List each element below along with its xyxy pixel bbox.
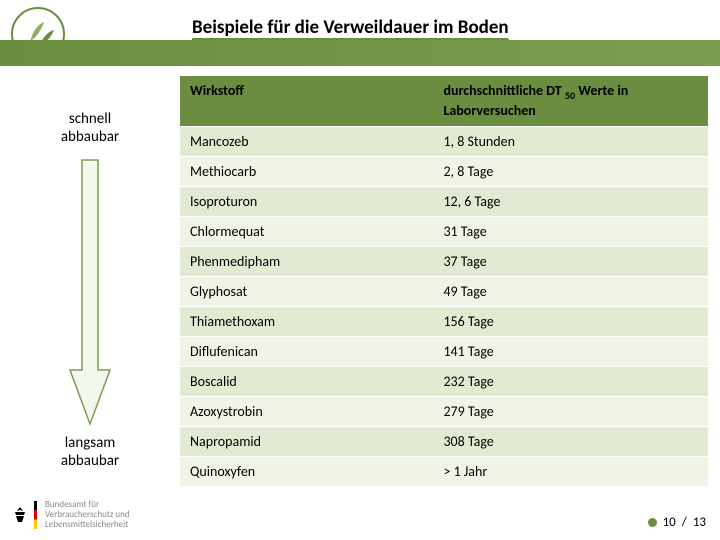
- table-row: Azoxystrobin279 Tage: [180, 396, 708, 426]
- bullet-icon: [648, 518, 657, 527]
- title-band: [0, 40, 720, 66]
- cell-wirkstoff: Thiamethoxam: [180, 306, 433, 336]
- table-row: Napropamid308 Tage: [180, 426, 708, 456]
- table-row: Quinoxyfen> 1 Jahr: [180, 456, 708, 486]
- page-number: 10 / 13: [648, 515, 706, 530]
- cell-wert: 232 Tage: [433, 366, 708, 396]
- table-row: Boscalid232 Tage: [180, 366, 708, 396]
- footer-logo: Bundesamt für Verbraucherschutz und Lebe…: [12, 500, 130, 530]
- cell-wirkstoff: Quinoxyfen: [180, 456, 433, 486]
- page-current: 10: [663, 515, 676, 530]
- table-row: Methiocarb2, 8 Tage: [180, 156, 708, 186]
- table-row: Glyphosat49 Tage: [180, 276, 708, 306]
- label-slow-l2: abbaubar: [61, 452, 119, 470]
- label-fast-l1: schnell: [69, 110, 111, 128]
- cell-wirkstoff: Boscalid: [180, 366, 433, 396]
- dt50-table: Wirkstoff durchschnittliche DT 50 Werte …: [180, 76, 708, 487]
- col-header-dt50: durchschnittliche DT 50 Werte in Laborve…: [433, 76, 708, 126]
- cell-wert: 31 Tage: [433, 216, 708, 246]
- label-fast-l2: abbaubar: [61, 128, 119, 146]
- cell-wirkstoff: Napropamid: [180, 426, 433, 456]
- page-total: 13: [693, 515, 706, 530]
- cell-wert: 37 Tage: [433, 246, 708, 276]
- cell-wirkstoff: Diflufenican: [180, 336, 433, 366]
- dt50-pre: durchschnittliche DT: [443, 82, 561, 99]
- eagle-icon: [12, 506, 28, 524]
- cell-wirkstoff: Phenmedipham: [180, 246, 433, 276]
- cell-wert: > 1 Jahr: [433, 456, 708, 486]
- cell-wert: 12, 6 Tage: [433, 186, 708, 216]
- table-row: Mancozeb1, 8 Stunden: [180, 126, 708, 156]
- cell-wirkstoff: Mancozeb: [180, 126, 433, 156]
- cell-wert: 308 Tage: [433, 426, 708, 456]
- table-row: Diflufenican141 Tage: [180, 336, 708, 366]
- cell-wert: 49 Tage: [433, 276, 708, 306]
- label-slow-l1: langsam: [65, 434, 116, 452]
- page-title: Beispiele für die Verweildauer im Boden: [192, 16, 517, 39]
- cell-wirkstoff: Azoxystrobin: [180, 396, 433, 426]
- cell-wert: 141 Tage: [433, 336, 708, 366]
- flag-icon: [34, 501, 37, 529]
- dt50-sub: 50: [565, 89, 575, 102]
- table-row: Phenmedipham37 Tage: [180, 246, 708, 276]
- page-sep: /: [682, 515, 687, 530]
- cell-wert: 1, 8 Stunden: [433, 126, 708, 156]
- label-slow: langsam abbaubar: [61, 434, 119, 470]
- cell-wert: 2, 8 Tage: [433, 156, 708, 186]
- table-row: Thiamethoxam156 Tage: [180, 306, 708, 336]
- footer-l3: Lebensmittelsicherheit: [45, 519, 128, 530]
- cell-wirkstoff: Chlormequat: [180, 216, 433, 246]
- label-fast: schnell abbaubar: [61, 110, 119, 146]
- degradation-scale: schnell abbaubar langsam abbaubar: [10, 100, 170, 470]
- cell-wirkstoff: Methiocarb: [180, 156, 433, 186]
- footer-text: Bundesamt für Verbraucherschutz und Lebe…: [45, 500, 130, 530]
- table-row: Isoproturon12, 6 Tage: [180, 186, 708, 216]
- arrow-down-icon: [68, 158, 112, 426]
- col-header-wirkstoff: Wirkstoff: [180, 76, 433, 126]
- cell-wirkstoff: Isoproturon: [180, 186, 433, 216]
- table-row: Chlormequat31 Tage: [180, 216, 708, 246]
- cell-wert: 279 Tage: [433, 396, 708, 426]
- cell-wirkstoff: Glyphosat: [180, 276, 433, 306]
- cell-wert: 156 Tage: [433, 306, 708, 336]
